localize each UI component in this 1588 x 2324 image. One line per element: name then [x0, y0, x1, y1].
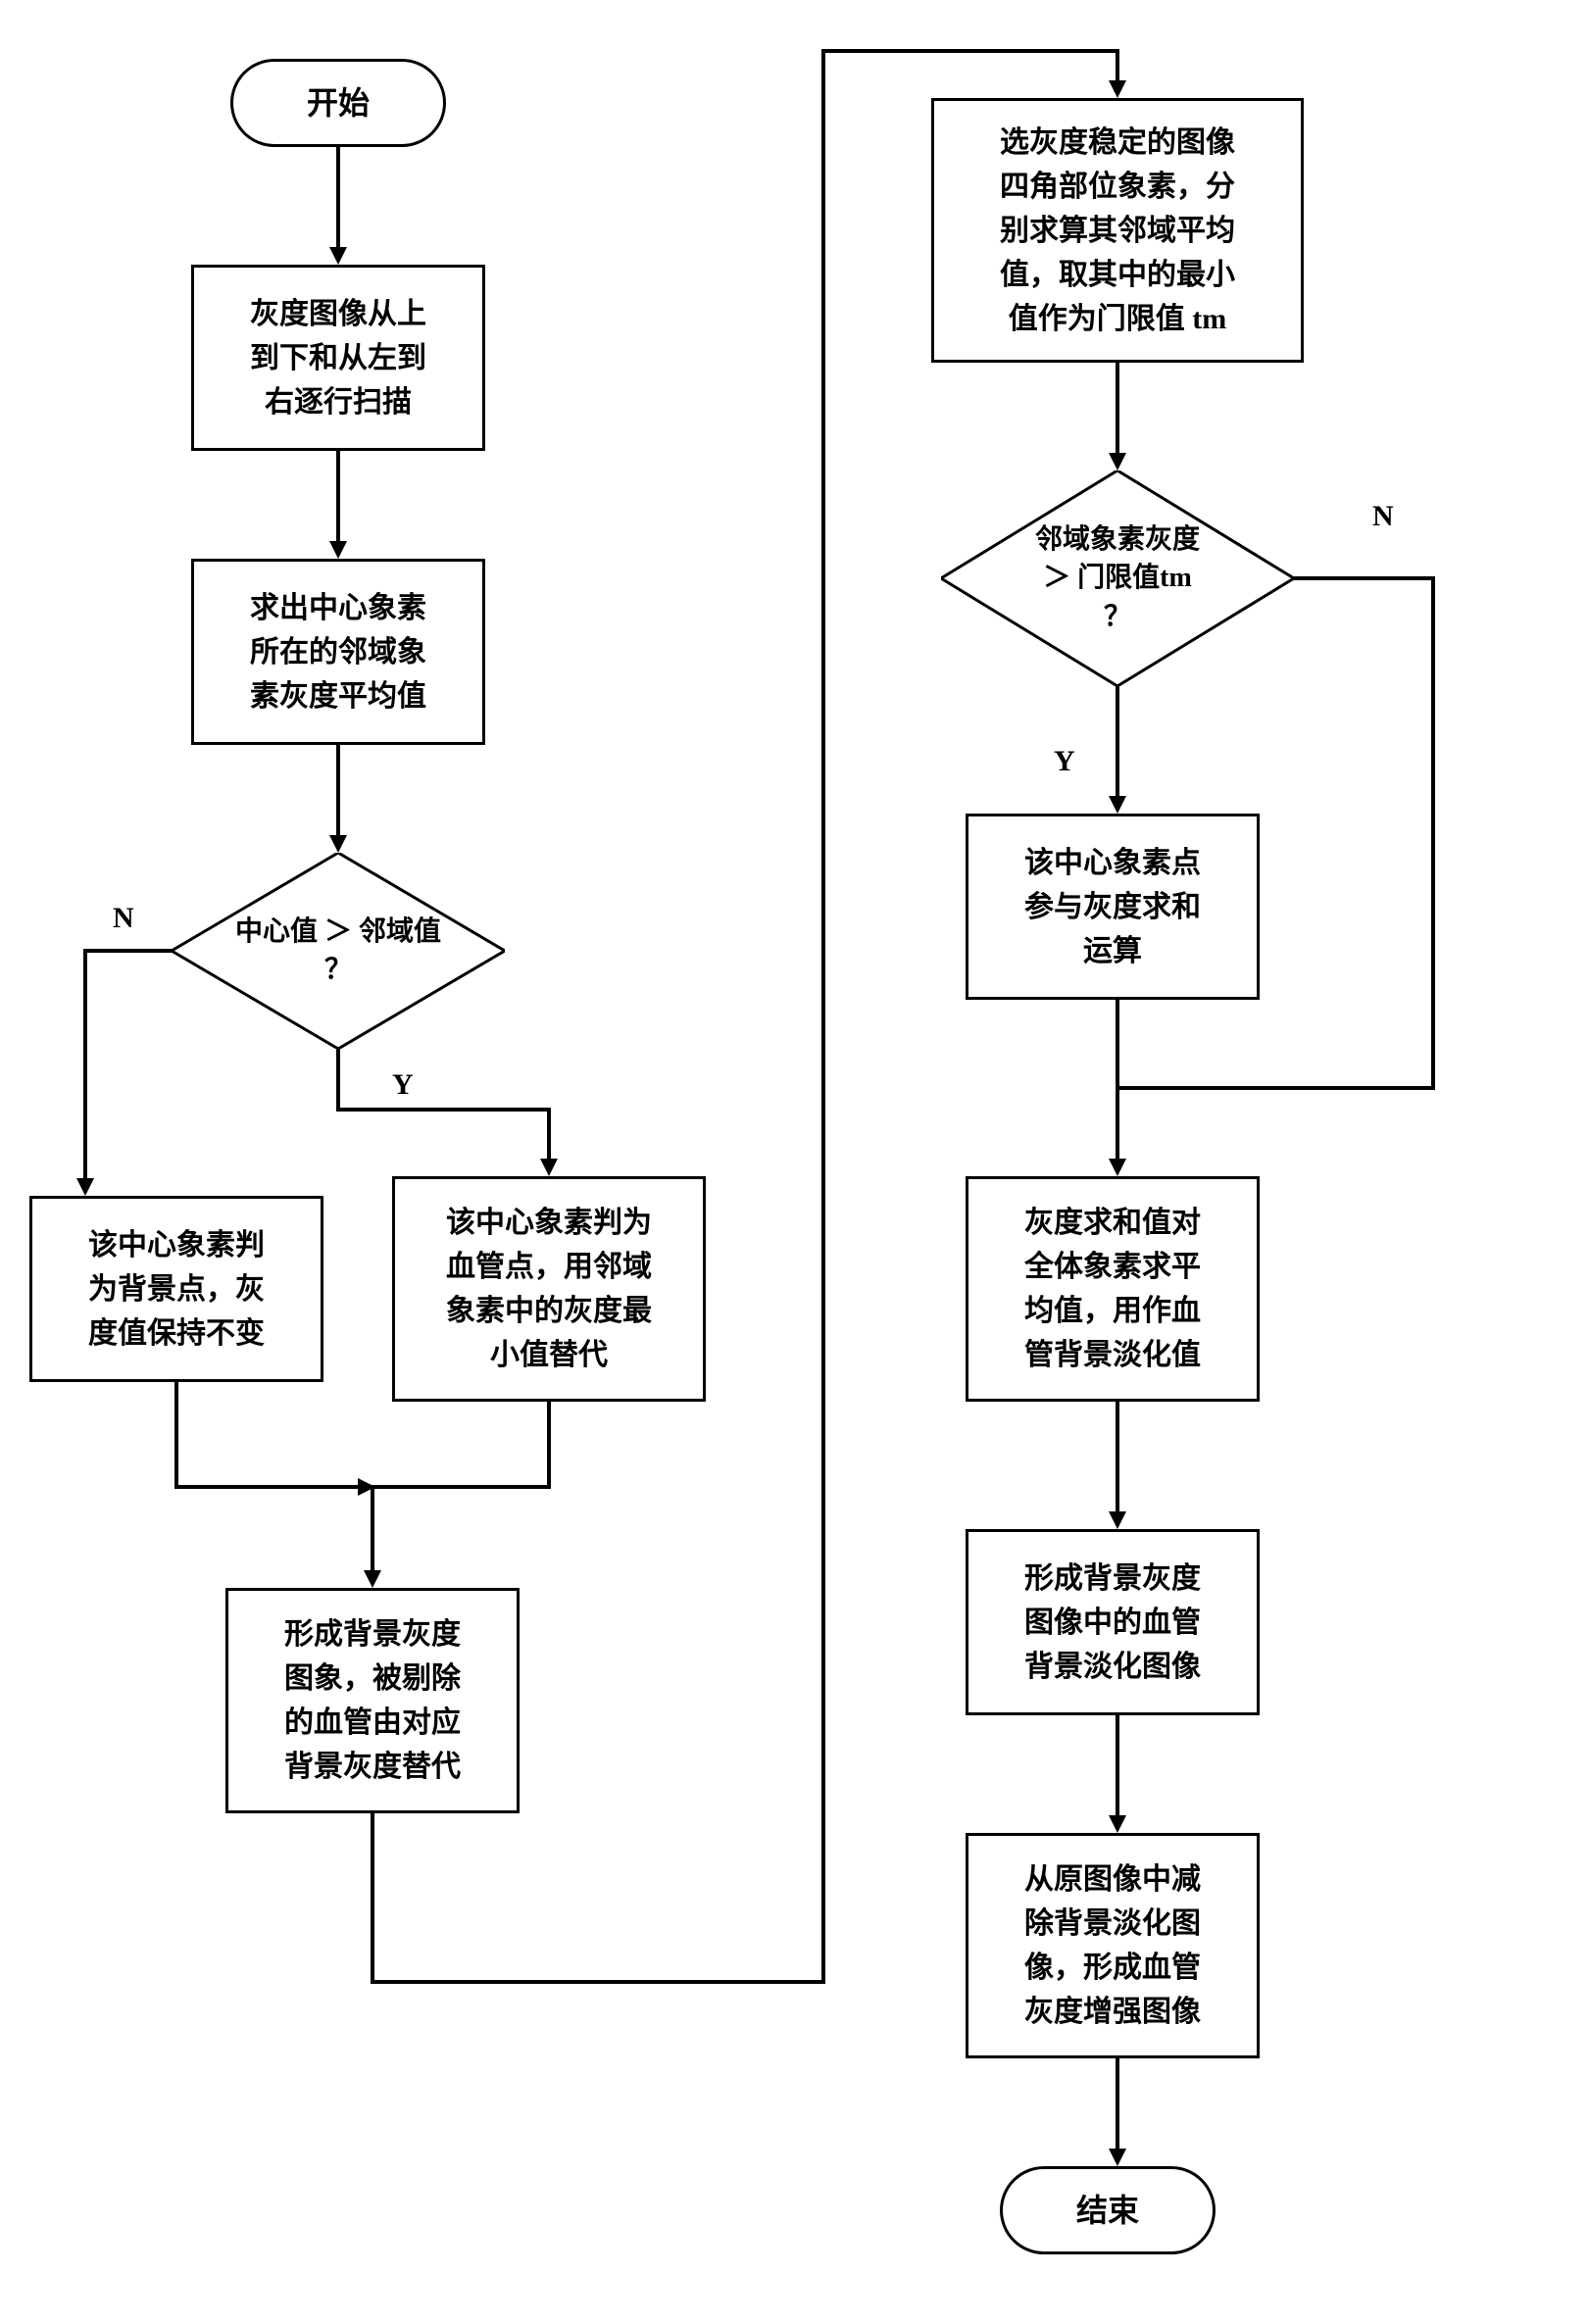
- edge-p8-p9: [1116, 1402, 1119, 1514]
- edge-d2-n-h: [1294, 576, 1431, 580]
- p6-process: 选灰度稳定的图像 四角部位象素，分 别求算其邻域平均 值，取其中的最小 值作为门…: [931, 98, 1304, 363]
- start-text: 开始: [307, 79, 370, 126]
- d2-n-label: N: [1372, 500, 1394, 533]
- p2-text: 求出中心象素 所在的邻域象 素灰度平均值: [250, 586, 426, 718]
- p2-process: 求出中心象素 所在的邻域象 素灰度平均值: [191, 559, 485, 745]
- p1-text: 灰度图像从上 到下和从左到 右逐行扫描: [250, 292, 426, 424]
- p4-text: 该中心象素判为 血管点，用邻域 象素中的灰度最 小值替代: [446, 1201, 652, 1377]
- p8-process: 灰度求和值对 全体象素求平 均值，用作血 管背景淡化值: [966, 1176, 1260, 1402]
- edge-d2-n-v: [1431, 576, 1435, 1086]
- edge-p5-p6-v3: [1116, 49, 1119, 83]
- d1-decision: 中心值 ＞ 邻域值 ？: [172, 853, 505, 1049]
- edge-d1-p3-head: [76, 1178, 94, 1196]
- edge-d1-p4-h: [336, 1108, 547, 1112]
- d2-decision: 邻域象素灰度 ＞ 门限值tm ？: [941, 470, 1294, 686]
- edge-p7-p8-head: [1109, 1159, 1126, 1176]
- edge-p3-merge: [174, 1382, 178, 1485]
- edge-start-p1-head: [329, 247, 347, 265]
- edge-d1-p3-v: [83, 949, 87, 1181]
- d2-text: 邻域象素灰度 ＞ 门限值tm ？: [1035, 520, 1200, 636]
- d1-n-label: N: [113, 902, 134, 935]
- edge-p8-p9-head: [1109, 1511, 1126, 1529]
- p1-process: 灰度图像从上 到下和从左到 右逐行扫描: [191, 265, 485, 451]
- d1-y-label: Y: [392, 1068, 414, 1102]
- edge-p2-d1-head: [329, 835, 347, 853]
- edge-p10-end: [1116, 2058, 1119, 2151]
- d2-y-label: Y: [1054, 745, 1075, 778]
- end-terminator: 结束: [1000, 2166, 1216, 2254]
- p4-process: 该中心象素判为 血管点，用邻域 象素中的灰度最 小值替代: [392, 1176, 706, 1402]
- p7-text: 该中心象素点 参与灰度求和 运算: [1024, 841, 1201, 973]
- edge-d1-p4-head: [540, 1159, 558, 1176]
- p6-text: 选灰度稳定的图像 四角部位象素，分 别求算其邻域平均 值，取其中的最小 值作为门…: [1000, 121, 1235, 341]
- edge-p4-merge: [547, 1402, 551, 1485]
- edge-p6-d2-head: [1109, 453, 1126, 470]
- edge-d1-p4-v: [336, 1049, 340, 1108]
- p10-process: 从原图像中减 除背景淡化图 像，形成血管 灰度增强图像: [966, 1833, 1260, 2058]
- edge-d1-p3-h: [83, 949, 172, 953]
- edge-d2-p7-head: [1109, 796, 1126, 814]
- edge-start-p1: [336, 147, 340, 250]
- p9-text: 形成背景灰度 图像中的血管 背景淡化图像: [1024, 1557, 1201, 1689]
- edge-p9-p10-head: [1109, 1815, 1126, 1833]
- p5-process: 形成背景灰度 图象，被剔除 的血管由对应 背景灰度替代: [225, 1588, 520, 1813]
- edge-p2-d1: [336, 745, 340, 838]
- edge-p5-p6-v1: [371, 1813, 374, 1980]
- edge-merge-p5-head: [364, 1570, 381, 1588]
- edge-d2-n-h2: [1117, 1086, 1435, 1090]
- p9-process: 形成背景灰度 图像中的血管 背景淡化图像: [966, 1529, 1260, 1715]
- p10-text: 从原图像中减 除背景淡化图 像，形成血管 灰度增强图像: [1024, 1857, 1201, 2034]
- edge-d2-p7: [1116, 686, 1119, 799]
- edge-p5-p6-v2: [821, 49, 825, 1984]
- edge-d1-p4-v2: [547, 1108, 551, 1162]
- d1-text: 中心值 ＞ 邻域值 ？: [235, 913, 441, 989]
- edge-p7-p8: [1116, 1000, 1119, 1162]
- p8-text: 灰度求和值对 全体象素求平 均值，用作血 管背景淡化值: [1024, 1201, 1201, 1377]
- start-terminator: 开始: [230, 59, 446, 147]
- edge-p6-d2: [1116, 363, 1119, 456]
- edge-p5-p6-h: [371, 1980, 821, 1984]
- edge-p9-p10: [1116, 1715, 1119, 1818]
- end-text: 结束: [1076, 2187, 1139, 2234]
- edge-p10-end-head: [1109, 2149, 1126, 2166]
- p5-text: 形成背景灰度 图象，被剔除 的血管由对应 背景灰度替代: [284, 1612, 461, 1789]
- edge-p5-p6-h2: [821, 49, 1116, 53]
- edge-p1-p2: [336, 451, 340, 544]
- p3-process: 该中心象素判 为背景点，灰 度值保持不变: [29, 1196, 323, 1382]
- edge-p1-p2-head: [329, 541, 347, 559]
- p3-text: 该中心象素判 为背景点，灰 度值保持不变: [88, 1223, 265, 1356]
- edge-merge-p5: [371, 1485, 374, 1573]
- p7-process: 该中心象素点 参与灰度求和 运算: [966, 814, 1260, 1000]
- edge-p5-p6-head: [1109, 80, 1126, 98]
